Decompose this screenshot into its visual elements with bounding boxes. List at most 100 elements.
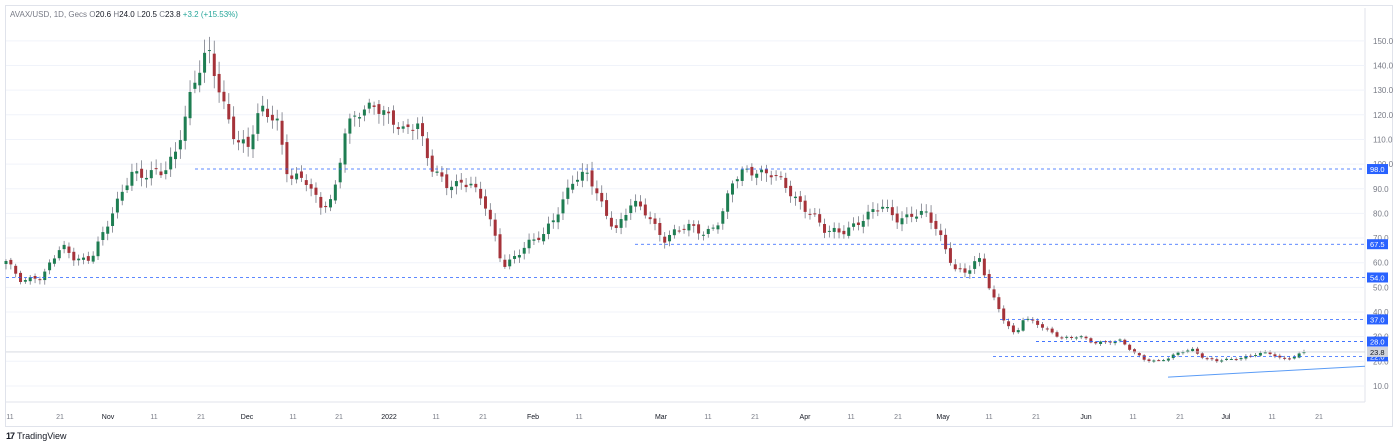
low-value: 20.5 — [141, 10, 157, 19]
candle-up — [1229, 359, 1233, 361]
candle-down — [910, 213, 914, 217]
candle-down — [842, 230, 846, 235]
candle-down — [537, 237, 541, 241]
candle-down — [595, 188, 599, 194]
x-tick-label: Apr — [800, 414, 812, 421]
open-label: O — [89, 10, 96, 19]
candle-down — [774, 175, 778, 177]
candle-down — [1055, 332, 1059, 337]
candle-down — [377, 104, 381, 114]
x-tick-label: Jun — [1080, 414, 1091, 421]
candle-down — [498, 234, 502, 259]
candle-down — [266, 108, 270, 118]
candle-down — [159, 171, 163, 176]
candle-down — [779, 176, 783, 178]
candle-up — [178, 140, 182, 150]
candle-down — [14, 265, 18, 274]
candle-up — [1166, 358, 1170, 361]
candle-down — [285, 142, 289, 175]
candle-up — [1220, 360, 1224, 362]
candle-down — [430, 155, 434, 172]
trend-line — [1167, 365, 1366, 378]
x-tick-label: 11 — [6, 414, 13, 421]
candle-up — [832, 227, 836, 232]
level-price-label: 28.0 — [1370, 338, 1385, 347]
x-tick-label: Jul — [1222, 414, 1231, 421]
y-tick-label: 10.0 — [1373, 382, 1389, 391]
candle-down — [658, 223, 662, 235]
change-value: +3.2 (+15.53%) — [182, 10, 238, 19]
candle-up — [735, 179, 739, 182]
candle-up — [1113, 341, 1117, 344]
candle-up — [1176, 352, 1180, 355]
candle-down — [818, 214, 822, 223]
level-price-label: 54.0 — [1370, 273, 1385, 282]
high-label: H — [113, 10, 120, 19]
candle-down — [246, 136, 250, 147]
candle-down — [890, 207, 894, 216]
candle-up — [624, 214, 628, 221]
candle-up — [144, 177, 148, 180]
candle-down — [474, 183, 478, 188]
candle-up — [469, 183, 473, 186]
candle-down — [1278, 355, 1282, 358]
candle-up — [716, 225, 720, 230]
y-tick-label: 50.0 — [1373, 283, 1389, 292]
candle-down — [1273, 354, 1277, 357]
candle-down — [1157, 360, 1161, 362]
candle-up — [919, 210, 923, 215]
tradingview-brand[interactable]: 17 TradingView — [6, 431, 67, 441]
candle-down — [1283, 357, 1287, 359]
candle-down — [1084, 336, 1088, 339]
candle-up — [52, 258, 56, 264]
x-tick-label: Mar — [655, 414, 668, 421]
symbol-label[interactable]: AVAX/USD, 1D, Gecs — [10, 10, 88, 19]
candle-down — [493, 219, 497, 236]
candle-up — [1263, 352, 1267, 354]
candle-down — [1036, 320, 1040, 325]
candle-up — [28, 277, 32, 282]
candle-up — [251, 134, 255, 150]
candle-up — [1021, 320, 1025, 331]
candle-up — [169, 156, 173, 170]
y-tick-label: 120.0 — [1373, 111, 1394, 120]
candle-up — [721, 211, 725, 224]
candle-down — [1031, 319, 1035, 321]
candle-down — [638, 201, 642, 207]
x-tick-label: 21 — [479, 414, 487, 421]
y-tick-label: 110.0 — [1373, 135, 1393, 144]
candle-up — [353, 115, 357, 117]
candle-down — [837, 228, 841, 233]
candle-down — [1002, 308, 1006, 321]
candle-up — [367, 102, 371, 109]
candle-down — [653, 218, 657, 224]
close-label: C — [159, 10, 165, 19]
candle-down — [789, 185, 793, 197]
tradingview-logo-icon: 17 — [6, 431, 15, 441]
candle-up — [755, 173, 759, 178]
candle-down — [813, 213, 817, 215]
candle-down — [677, 230, 681, 232]
last-price-label: 23.8 — [1370, 348, 1385, 357]
candle-down — [929, 212, 933, 223]
candle-down — [38, 279, 42, 281]
candle-down — [1128, 344, 1132, 350]
candle-up — [885, 207, 889, 209]
x-tick-label: 11 — [1268, 414, 1275, 421]
candle-down — [948, 248, 952, 263]
candle-up — [23, 280, 27, 282]
candle-up — [43, 271, 47, 281]
candle-down — [280, 120, 284, 145]
candle-down — [411, 129, 415, 131]
candle-down — [1089, 338, 1093, 343]
candle-up — [382, 110, 386, 115]
candle-up — [48, 262, 52, 271]
candle-up — [1239, 358, 1243, 360]
candle-up — [726, 193, 730, 212]
candle-down — [958, 268, 962, 270]
x-tick-label: Feb — [527, 414, 539, 421]
candle-down — [982, 258, 986, 276]
candle-down — [600, 192, 604, 202]
candle-down — [692, 224, 696, 226]
